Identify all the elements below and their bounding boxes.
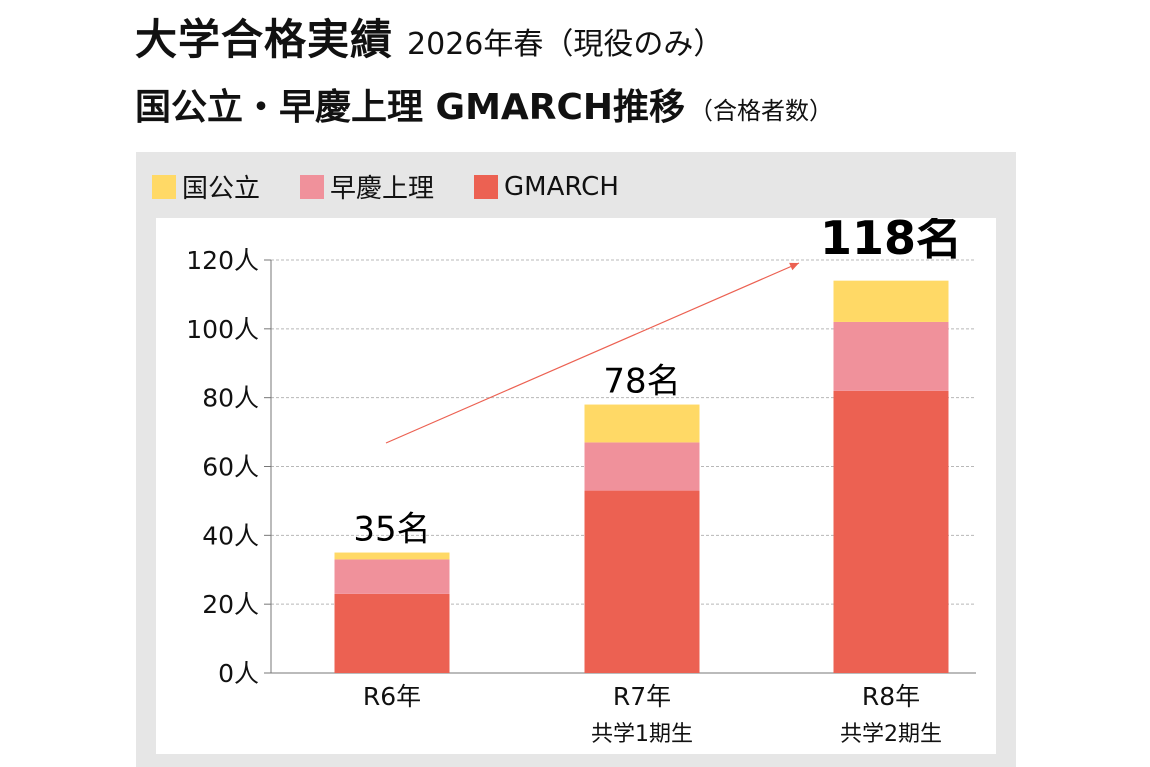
legend-item-gmarch: GMARCH	[474, 172, 619, 202]
bar-gmarch	[584, 490, 700, 673]
bar-gmarch	[334, 593, 450, 673]
y-tick-label: 80人	[202, 384, 259, 413]
y-tick-label: 0人	[218, 659, 259, 688]
title-sub: 2026年春（現役のみ）	[407, 27, 724, 62]
legend-swatch-sokei	[300, 174, 325, 199]
x-tick-label: R7年	[613, 682, 671, 711]
legend-label-national: 国公立	[182, 174, 261, 204]
y-tick-label: 20人	[202, 590, 259, 619]
total-label: 118名	[820, 218, 962, 265]
legend-swatch-gmarch	[474, 174, 499, 199]
legend-item-sokei: 早慶上理	[300, 168, 434, 205]
bar-gmarch	[833, 390, 949, 673]
legend-label-sokei: 早慶上理	[330, 174, 435, 204]
bar-sokei	[833, 321, 949, 391]
y-tick-label: 40人	[202, 521, 259, 550]
x-tick-label: R8年	[862, 682, 920, 711]
x-tick-sublabel: 共学2期生	[840, 722, 942, 747]
chart-subtitle: 国公立・早慶上理 GMARCH推移 （合格者数）	[135, 78, 833, 130]
y-tick-label: 120人	[186, 246, 259, 275]
bar-national	[833, 280, 949, 322]
legend-label-gmarch: GMARCH	[504, 171, 619, 202]
legend: 国公立 早慶上理 GMARCH	[152, 168, 659, 205]
bar-national	[334, 552, 450, 560]
y-tick-label: 60人	[202, 453, 259, 482]
x-tick-label: R6年	[363, 682, 421, 711]
subtitle-main: 国公立・早慶上理 GMARCH推移	[135, 87, 686, 128]
bar-sokei	[334, 559, 450, 594]
y-tick-label: 100人	[186, 315, 259, 344]
total-label: 35名	[353, 510, 430, 550]
bar-national	[584, 404, 700, 443]
x-tick-sublabel: 共学1期生	[591, 722, 693, 747]
trend-arrow-head	[789, 262, 799, 271]
legend-swatch-national	[152, 174, 176, 199]
chart-title: 大学合格実績 2026年春（現役のみ）	[135, 6, 723, 67]
bar-sokei	[584, 442, 700, 491]
trend-arrow-line	[385, 262, 800, 444]
plot-area: 0人 20人 40人 60人 80人 100人 120人 R6年 R7年共学1期生 R8年共学2期…	[156, 218, 996, 754]
total-label: 78名	[603, 362, 680, 402]
legend-item-national: 国公立	[152, 168, 260, 205]
subtitle-note: （合格者数）	[689, 97, 834, 125]
chart-panel: 国公立 早慶上理 GMARCH 0人 20人 40人 60人 80人 100人 120人 R6…	[136, 152, 1016, 767]
title-main: 大学合格実績	[135, 15, 394, 64]
